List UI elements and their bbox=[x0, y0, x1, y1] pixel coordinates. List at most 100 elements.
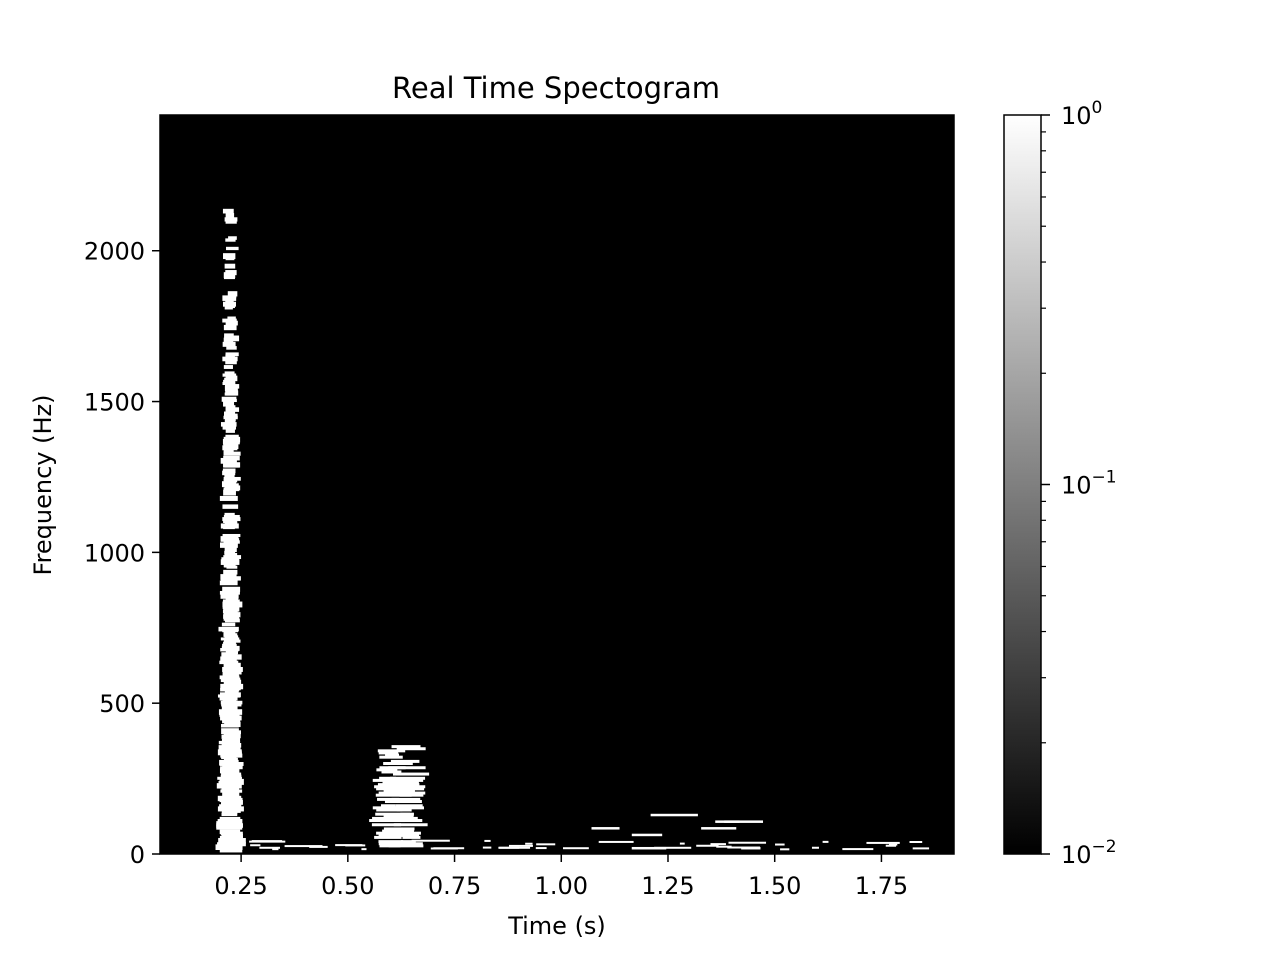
spectrogram-cell bbox=[225, 320, 238, 326]
spectrogram-cell bbox=[223, 757, 238, 762]
spectrogram-cell bbox=[484, 839, 491, 842]
spectrogram-cell bbox=[381, 770, 402, 774]
spectrogram-cell bbox=[223, 639, 241, 643]
spectrogram-cell bbox=[217, 819, 243, 825]
spectrogram-cell bbox=[221, 557, 240, 562]
spectrogram-cell bbox=[227, 291, 238, 297]
spectrogram-cell bbox=[225, 354, 235, 359]
spectrogram-cell bbox=[822, 840, 829, 843]
x-tick-label: 1.75 bbox=[855, 872, 908, 900]
spectrogram-cell bbox=[223, 400, 235, 407]
spectrogram-cell bbox=[284, 845, 323, 848]
spectrogram-cell bbox=[221, 652, 238, 658]
spectrogram-cell bbox=[222, 504, 239, 509]
spectrogram-cell bbox=[219, 696, 238, 701]
y-tick-label: 1000 bbox=[84, 539, 145, 567]
spectrogram-cell bbox=[220, 753, 243, 758]
spectrogram-cell bbox=[222, 791, 240, 797]
spectrogram-cell bbox=[223, 455, 240, 461]
spectrogram-cell bbox=[395, 783, 420, 787]
spectrogram-cell bbox=[222, 601, 243, 608]
spectrogram-cell bbox=[775, 843, 785, 846]
plot-background bbox=[160, 115, 954, 854]
spectrogram-cell bbox=[222, 698, 237, 703]
spectrogram-cell bbox=[378, 842, 402, 846]
spectrogram-cell bbox=[631, 846, 667, 850]
colorbar: 10−2 10−1 100 bbox=[1003, 98, 1117, 869]
spectrogram-cell bbox=[376, 831, 410, 835]
colorbar-gradient bbox=[1003, 114, 1042, 855]
spectrogram-cell bbox=[780, 848, 790, 851]
spectrogram-cell bbox=[223, 679, 242, 685]
spectrogram-cell bbox=[383, 814, 400, 818]
spectrogram-cell bbox=[225, 428, 235, 433]
spectrogram-cell bbox=[223, 633, 238, 637]
spectrogram-cell bbox=[224, 552, 238, 558]
spectrogram-cell bbox=[224, 546, 237, 553]
spectrogram-cell bbox=[401, 827, 415, 831]
spectrogram-cell bbox=[389, 791, 426, 795]
spectrogram-cell bbox=[385, 753, 400, 757]
spectrogram-cell bbox=[223, 379, 236, 386]
spectrogram-cell bbox=[226, 346, 237, 350]
spectrogram-cell bbox=[379, 776, 397, 780]
spectrogram-cell bbox=[220, 542, 238, 548]
y-tick-label: 2000 bbox=[84, 238, 145, 266]
spectrogram-cell bbox=[219, 768, 240, 774]
spectrogram-cell bbox=[482, 846, 492, 849]
y-tick-label: 500 bbox=[99, 690, 145, 718]
spectrogram-cell bbox=[223, 662, 241, 668]
spectrogram-cell bbox=[400, 812, 414, 816]
spectrogram-cell bbox=[498, 846, 520, 849]
spectrogram-cell bbox=[224, 635, 239, 641]
spectrogram-cell bbox=[390, 759, 420, 763]
spectrogram-cell bbox=[430, 847, 458, 850]
y-axis-label: Frequency (Hz) bbox=[29, 395, 57, 576]
spectrogram-cell bbox=[716, 845, 732, 848]
spectrogram-cell bbox=[696, 844, 719, 847]
spectrogram-cell bbox=[224, 417, 236, 422]
spectrogram-cell bbox=[598, 840, 634, 843]
spectrogram-cell bbox=[219, 778, 244, 785]
spectrogram-cell bbox=[225, 650, 239, 655]
spectrogram-cell bbox=[221, 833, 243, 840]
spectrogram-cell bbox=[728, 841, 767, 844]
spectrogram-cell bbox=[727, 846, 760, 849]
spectrogram-cell bbox=[379, 755, 403, 759]
spectrogram-cell bbox=[221, 396, 237, 402]
x-axis-label: Time (s) bbox=[507, 912, 606, 940]
spectrogram-cell bbox=[223, 489, 236, 496]
spectrogram-cell bbox=[218, 626, 239, 632]
spectrogram-cell bbox=[383, 789, 401, 793]
spectrogram-cell bbox=[912, 847, 930, 850]
spectrogram-cell bbox=[225, 352, 239, 357]
spectrogram-cell bbox=[888, 843, 898, 846]
plot-area bbox=[159, 114, 955, 855]
spectrogram-cell bbox=[222, 356, 238, 362]
spectrogram-cell bbox=[383, 827, 403, 831]
spectrogram-cell bbox=[394, 819, 423, 823]
spectrogram-cell bbox=[377, 783, 396, 787]
spectrogram-cell bbox=[335, 844, 363, 847]
spectrogram-cell bbox=[384, 800, 400, 804]
colorbar-ticks: 10−2 10−1 100 bbox=[1041, 98, 1117, 869]
spectrogram-cell bbox=[222, 717, 241, 724]
x-tick-label: 1.50 bbox=[748, 872, 801, 900]
colorbar-tick-label: 10−1 bbox=[1061, 468, 1117, 500]
spectrogram-cell bbox=[396, 762, 413, 766]
spectrogram-cell bbox=[396, 747, 426, 751]
spectrogram-cell bbox=[218, 745, 241, 751]
spectrogram-cell bbox=[398, 814, 414, 818]
spectrogram-cell bbox=[222, 586, 241, 592]
spectrogram-cell bbox=[388, 766, 426, 770]
spectrogram-cell bbox=[378, 751, 399, 755]
spectrogram-cell bbox=[224, 384, 240, 389]
spectrogram-cell bbox=[222, 208, 234, 214]
spectrogram-cell bbox=[220, 559, 240, 565]
spectrogram-cell bbox=[217, 842, 246, 847]
spectrogram-cell bbox=[222, 341, 236, 347]
spectrogram-cell bbox=[221, 800, 243, 805]
spectrogram-cell bbox=[525, 842, 533, 845]
spectrogram-cell bbox=[224, 521, 238, 527]
spectrogram-cell bbox=[396, 808, 412, 812]
